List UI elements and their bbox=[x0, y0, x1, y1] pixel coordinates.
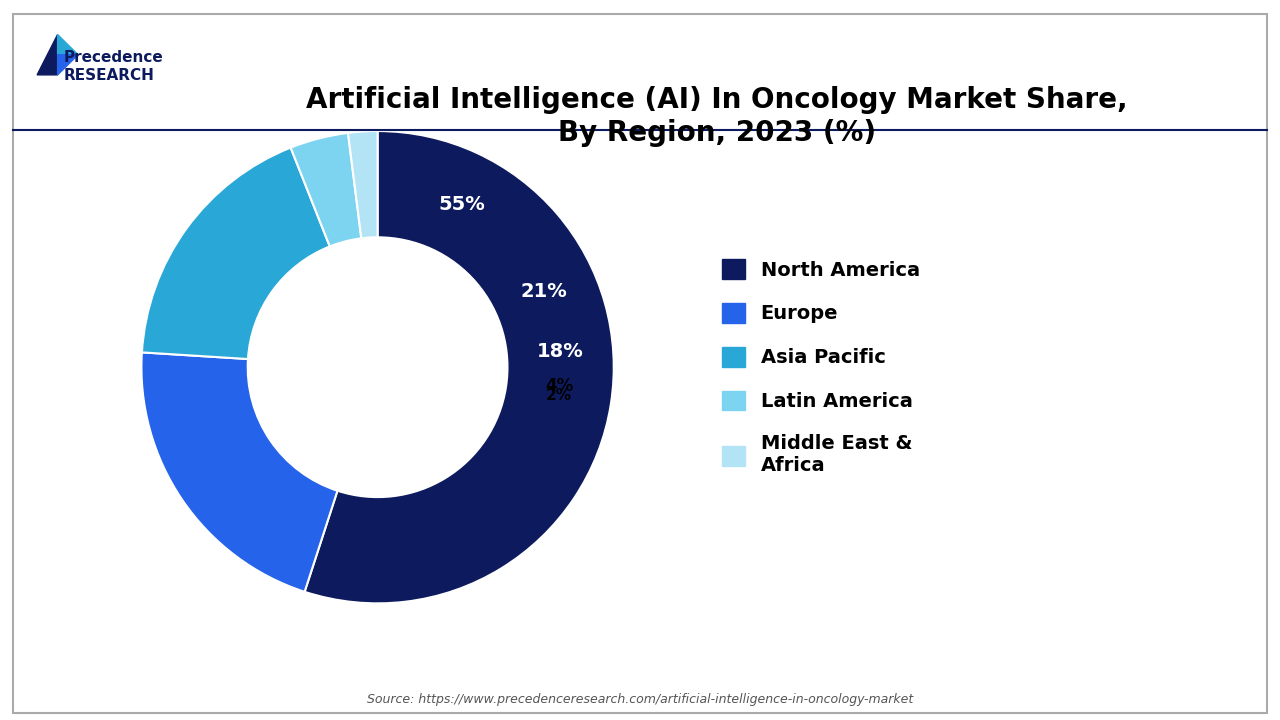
Text: Source: https://www.precedenceresearch.com/artificial-intelligence-in-oncology-m: Source: https://www.precedenceresearch.c… bbox=[367, 693, 913, 706]
Polygon shape bbox=[58, 55, 78, 75]
Text: Artificial Intelligence (AI) In Oncology Market Share,
By Region, 2023 (%): Artificial Intelligence (AI) In Oncology… bbox=[306, 86, 1128, 147]
Text: 2%: 2% bbox=[545, 388, 571, 403]
Text: 4%: 4% bbox=[545, 377, 573, 395]
Wedge shape bbox=[305, 131, 613, 603]
Wedge shape bbox=[142, 148, 330, 359]
Text: 21%: 21% bbox=[521, 282, 567, 301]
Polygon shape bbox=[37, 35, 58, 75]
Text: 55%: 55% bbox=[439, 195, 485, 215]
Wedge shape bbox=[291, 133, 361, 246]
Polygon shape bbox=[58, 35, 78, 55]
Text: 18%: 18% bbox=[536, 342, 584, 361]
Legend: North America, Europe, Asia Pacific, Latin America, Middle East &
Africa: North America, Europe, Asia Pacific, Lat… bbox=[712, 249, 929, 485]
Wedge shape bbox=[348, 131, 378, 238]
Wedge shape bbox=[142, 352, 338, 592]
Text: Precedence
RESEARCH: Precedence RESEARCH bbox=[64, 50, 164, 83]
